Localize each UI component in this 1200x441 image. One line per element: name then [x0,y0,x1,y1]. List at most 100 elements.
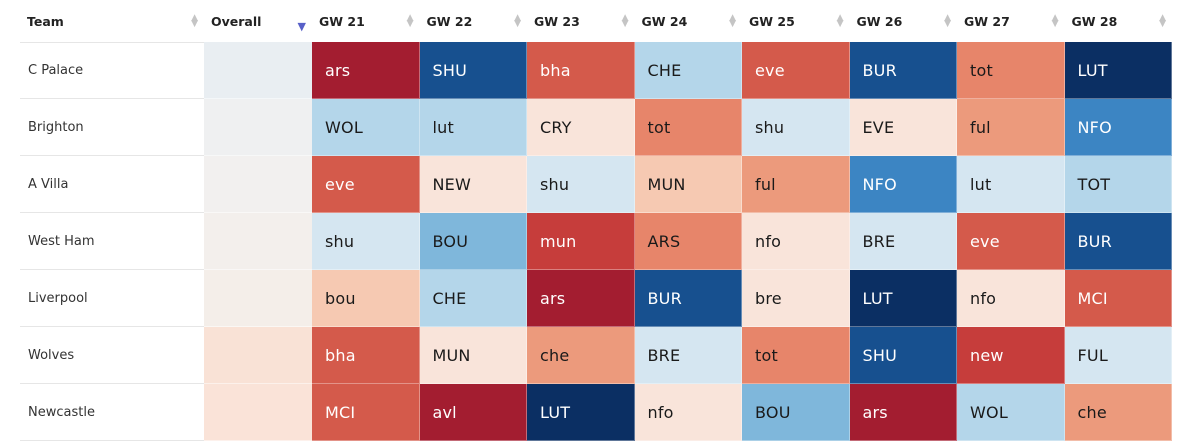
fixture-cell: NFO [1064,99,1172,156]
overall-difficulty-cell [204,327,312,384]
fixture-cell: CRY [527,99,635,156]
column-header-gw[interactable]: GW 22 ▲ ▼ [420,0,528,42]
column-header-gw[interactable]: GW 28 ▲ ▼ [1065,0,1173,42]
column-header-label: GW 28 [1071,13,1118,29]
fixture-cell: eve [312,156,420,213]
column-header-label: GW 24 [641,13,688,29]
fixture-cell: ars [849,384,957,441]
fixture-cell: bou [312,270,420,327]
fixture-cell: che [527,327,635,384]
sort-icon[interactable]: ▲ ▼ [621,13,629,29]
fixture-cell: ful [742,156,850,213]
fixture-ticker-table: Team ▲ ▼ Overall ▼ GW 21 ▲ ▼ GW 22 ▲ ▼ GW 23 ▲ ▼ GW 24… [20,0,1172,441]
overall-difficulty-cell [204,99,312,156]
fixture-cell: tot [742,327,850,384]
team-name: Brighton [20,99,204,156]
fixture-cell: LUT [1064,42,1172,99]
fixture-cell: BUR [634,270,742,327]
fixture-cell: avl [419,384,527,441]
sort-icon[interactable]: ▲ ▼ [836,13,844,29]
sort-icon[interactable]: ▲ ▼ [1159,13,1166,29]
sort-icon[interactable]: ▲ ▼ [514,13,521,29]
fixture-cell: EVE [849,99,957,156]
column-header-gw[interactable]: GW 21 ▲ ▼ [312,0,420,42]
fixture-cell: bha [312,327,420,384]
fixture-cell: nfo [742,213,850,270]
fixture-cell: CHE [419,270,527,327]
team-name: Wolves [20,327,204,384]
column-header-label: GW 22 [426,13,473,29]
team-name: Liverpool [20,270,204,327]
column-header-label: GW 23 [534,13,580,29]
fixture-cell: SHU [419,42,527,99]
fixture-cell: shu [742,99,850,156]
fixture-cell: BUR [849,42,957,99]
fixture-cell: tot [634,99,742,156]
fixture-cell: NEW [419,156,527,213]
fixture-cell: eve [742,42,850,99]
overall-difficulty-cell [204,156,312,213]
column-header-label: GW 26 [856,13,903,29]
fixture-cell: MUN [634,156,742,213]
column-header-gw[interactable]: GW 27 ▲ ▼ [957,0,1065,42]
fixture-cell: MCI [312,384,420,441]
fixture-cell: MCI [1064,270,1172,327]
column-header-gw[interactable]: GW 24 ▲ ▼ [635,0,743,42]
team-name: West Ham [20,213,204,270]
fixture-cell: BOU [742,384,850,441]
fixture-cell: BUR [1064,213,1172,270]
fixture-cell: BOU [419,213,527,270]
sort-icon[interactable]: ▲ ▼ [944,13,951,29]
column-header-label: GW 25 [749,13,795,29]
team-name: A Villa [20,156,204,213]
sort-icon[interactable]: ▲ ▼ [406,13,414,29]
column-header-gw[interactable]: GW 26 ▲ ▼ [850,0,958,42]
fixture-cell: bre [742,270,850,327]
fixture-cell: ful [957,99,1065,156]
fixture-cell: ars [312,42,420,99]
fixture-cell: eve [957,213,1065,270]
fixture-cell: tot [957,42,1065,99]
fixture-cell: NFO [849,156,957,213]
column-header-label: GW 27 [964,13,1010,29]
sort-icon[interactable]: ▲ ▼ [729,13,736,29]
column-header-gw[interactable]: GW 25 ▲ ▼ [742,0,850,42]
fixture-cell: shu [312,213,420,270]
sort-icon[interactable]: ▲ ▼ [1051,13,1059,29]
fixture-cell: BRE [849,213,957,270]
column-header-gw[interactable]: GW 23 ▲ ▼ [527,0,635,42]
column-header-label: Overall [211,13,262,29]
overall-difficulty-cell [204,213,312,270]
fixture-cell: ARS [634,213,742,270]
fixture-cell: LUT [849,270,957,327]
fixture-cell: bha [527,42,635,99]
sort-icon[interactable]: ▲ ▼ [191,13,198,29]
fixture-cell: WOL [957,384,1065,441]
fixture-cell: ars [527,270,635,327]
fixture-cell: CHE [634,42,742,99]
fixture-cell: LUT [527,384,635,441]
fixture-cell: BRE [634,327,742,384]
column-header-overall[interactable]: Overall ▼ [204,0,312,42]
column-header-label: Team [27,13,64,29]
overall-difficulty-cell [204,42,312,99]
fixture-cell: MUN [419,327,527,384]
fixture-cell: FUL [1064,327,1172,384]
fixture-cell: nfo [634,384,742,441]
fixture-cell: lut [419,99,527,156]
team-name: C Palace [20,42,204,99]
overall-difficulty-cell [204,384,312,441]
fixture-cell: WOL [312,99,420,156]
fixture-cell: new [957,327,1065,384]
fixture-cell: TOT [1064,156,1172,213]
fixture-cell: che [1064,384,1172,441]
column-header-team[interactable]: Team ▲ ▼ [20,0,204,42]
fixture-cell: lut [957,156,1065,213]
column-header-label: GW 21 [319,13,365,29]
fixture-cell: mun [527,213,635,270]
fixture-cell: nfo [957,270,1065,327]
fixture-cell: shu [527,156,635,213]
team-name: Newcastle [20,384,204,441]
fixture-cell: SHU [849,327,957,384]
sort-desc-icon[interactable]: ▼ [297,19,306,33]
